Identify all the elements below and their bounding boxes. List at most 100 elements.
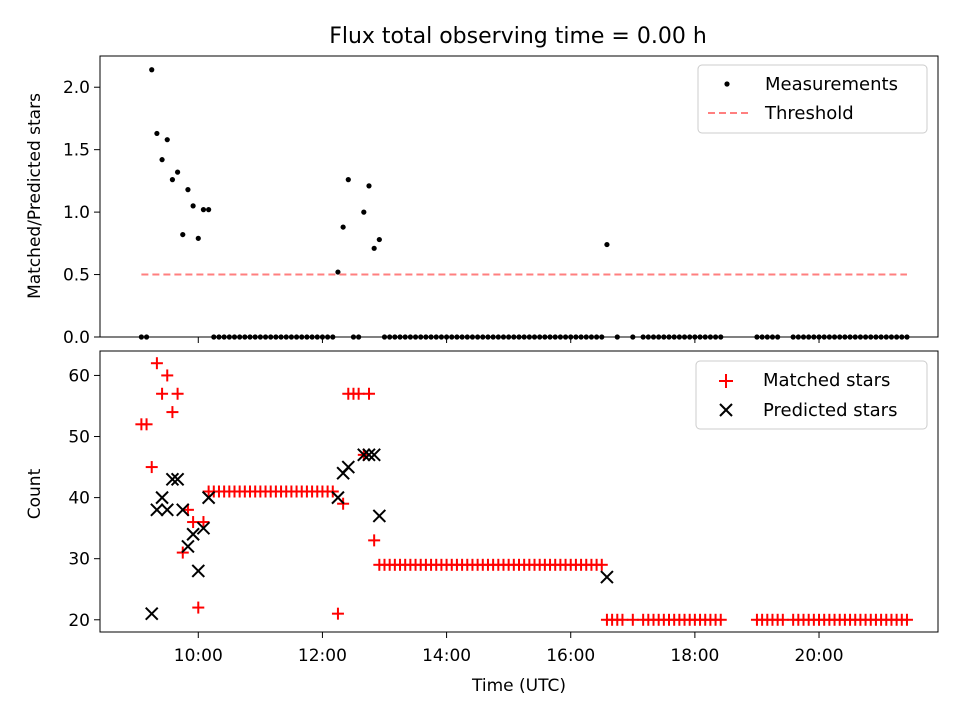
measurement-point <box>707 334 713 340</box>
measurement-point <box>221 334 227 340</box>
measurement-point <box>485 334 491 340</box>
measurement-point <box>790 334 796 340</box>
top-y-tick-label: 0.0 <box>63 328 90 348</box>
measurement-point <box>681 334 688 340</box>
measurement-point <box>899 334 905 340</box>
measurement-point <box>490 334 496 340</box>
measurement-point <box>412 334 419 340</box>
measurement-point <box>862 334 869 340</box>
measurement-point <box>775 334 781 340</box>
measurement-point <box>599 334 605 340</box>
legend-predicted-label: Predicted stars <box>763 400 897 421</box>
measurement-point <box>537 334 543 340</box>
measurement-point <box>480 334 486 340</box>
measurement-point <box>304 334 310 340</box>
measurement-point <box>764 334 770 340</box>
bottom-y-tick-label: 40 <box>68 489 90 509</box>
measurement-point <box>692 334 698 340</box>
measurement-point <box>795 334 801 340</box>
measurement-point <box>459 334 465 340</box>
predicted-star-point <box>341 460 356 474</box>
measurement-point <box>630 334 636 340</box>
measurement-point <box>169 177 176 183</box>
predicted-star-point <box>191 564 205 578</box>
measurement-point <box>387 334 393 340</box>
measurement-point <box>847 334 853 340</box>
bottom-plot-frame <box>99 350 939 633</box>
measurement-point <box>661 334 667 340</box>
predicted-star-point <box>145 606 159 621</box>
measurement-point <box>293 334 300 340</box>
measurement-point <box>402 334 408 340</box>
measurement-point <box>174 169 181 175</box>
x-tick-label: 18:00 <box>670 646 719 666</box>
measurement-point <box>800 334 807 340</box>
top-y-tick-label: 1.5 <box>63 141 90 161</box>
top-y-ticks: 0.0 0.5 1.0 1.5 2.0 <box>63 78 100 348</box>
predicted-star-point <box>150 503 164 517</box>
measurement-point <box>335 269 341 275</box>
measurement-point <box>857 334 864 340</box>
measurement-point <box>319 334 326 340</box>
measurement-point <box>149 67 155 73</box>
bottom-legend: Matched stars Predicted stars <box>695 360 928 430</box>
matched-star-point <box>161 369 174 382</box>
measurement-point <box>242 334 248 340</box>
measurement-point <box>438 334 445 340</box>
predicted-star-point <box>331 490 345 505</box>
matched-star-point <box>331 607 344 620</box>
matched-star-point <box>156 387 169 400</box>
measurement-point <box>583 334 589 340</box>
measurement-point <box>697 334 703 340</box>
measurement-point <box>557 334 563 340</box>
measurement-point <box>397 334 403 340</box>
measurement-point <box>852 334 858 340</box>
matched-star-point <box>352 387 365 400</box>
legend-measurements-marker <box>724 81 730 87</box>
measurement-point <box>888 334 895 340</box>
legend-measurements-label: Measurements <box>765 74 898 95</box>
measurement-point <box>407 334 413 340</box>
measurement-point <box>826 334 832 340</box>
matched-star-point <box>368 534 381 547</box>
measurement-point <box>883 334 889 340</box>
predicted-star-point <box>181 539 195 554</box>
measurement-point <box>195 235 201 241</box>
measurement-point <box>273 334 279 340</box>
bottom-y-tick-label: 50 <box>68 428 90 448</box>
top-y-tick-label: 2.0 <box>63 78 90 98</box>
measurement-point <box>604 241 610 248</box>
measurement-point <box>350 334 357 340</box>
matched-star-point <box>187 516 200 529</box>
bottom-y-ticks: 20 30 40 50 60 <box>68 366 100 631</box>
measurement-point <box>262 334 269 340</box>
legend-matched-marker <box>719 374 733 388</box>
matched-star-point <box>362 387 375 400</box>
predicted-star-point <box>600 570 614 584</box>
measurement-point <box>702 334 708 340</box>
measurement-point <box>288 334 294 340</box>
measurement-point <box>433 334 439 340</box>
matched-star-point <box>616 613 629 626</box>
measurement-point <box>226 334 232 340</box>
measurement-point <box>878 334 884 340</box>
measurement-point <box>837 334 843 340</box>
measurement-point <box>143 334 150 340</box>
measurement-point <box>381 334 388 340</box>
matched-star-point <box>626 613 639 626</box>
measurement-point <box>640 334 646 340</box>
predicted-star-point <box>176 503 190 517</box>
predicted-star-point <box>160 503 174 517</box>
measurement-point <box>868 334 874 340</box>
measurement-point <box>309 334 315 340</box>
measurement-point <box>754 334 760 340</box>
measurement-point <box>821 334 827 340</box>
predicted-star-point <box>186 527 200 541</box>
figure-title: Flux total observing time = 0.00 h <box>329 24 707 49</box>
top-data-marks <box>138 67 910 340</box>
measurement-point <box>666 334 672 340</box>
predicted-star-point <box>357 448 371 462</box>
measurement-point <box>656 334 662 340</box>
measurement-point <box>231 334 238 340</box>
measurement-point <box>593 334 600 340</box>
